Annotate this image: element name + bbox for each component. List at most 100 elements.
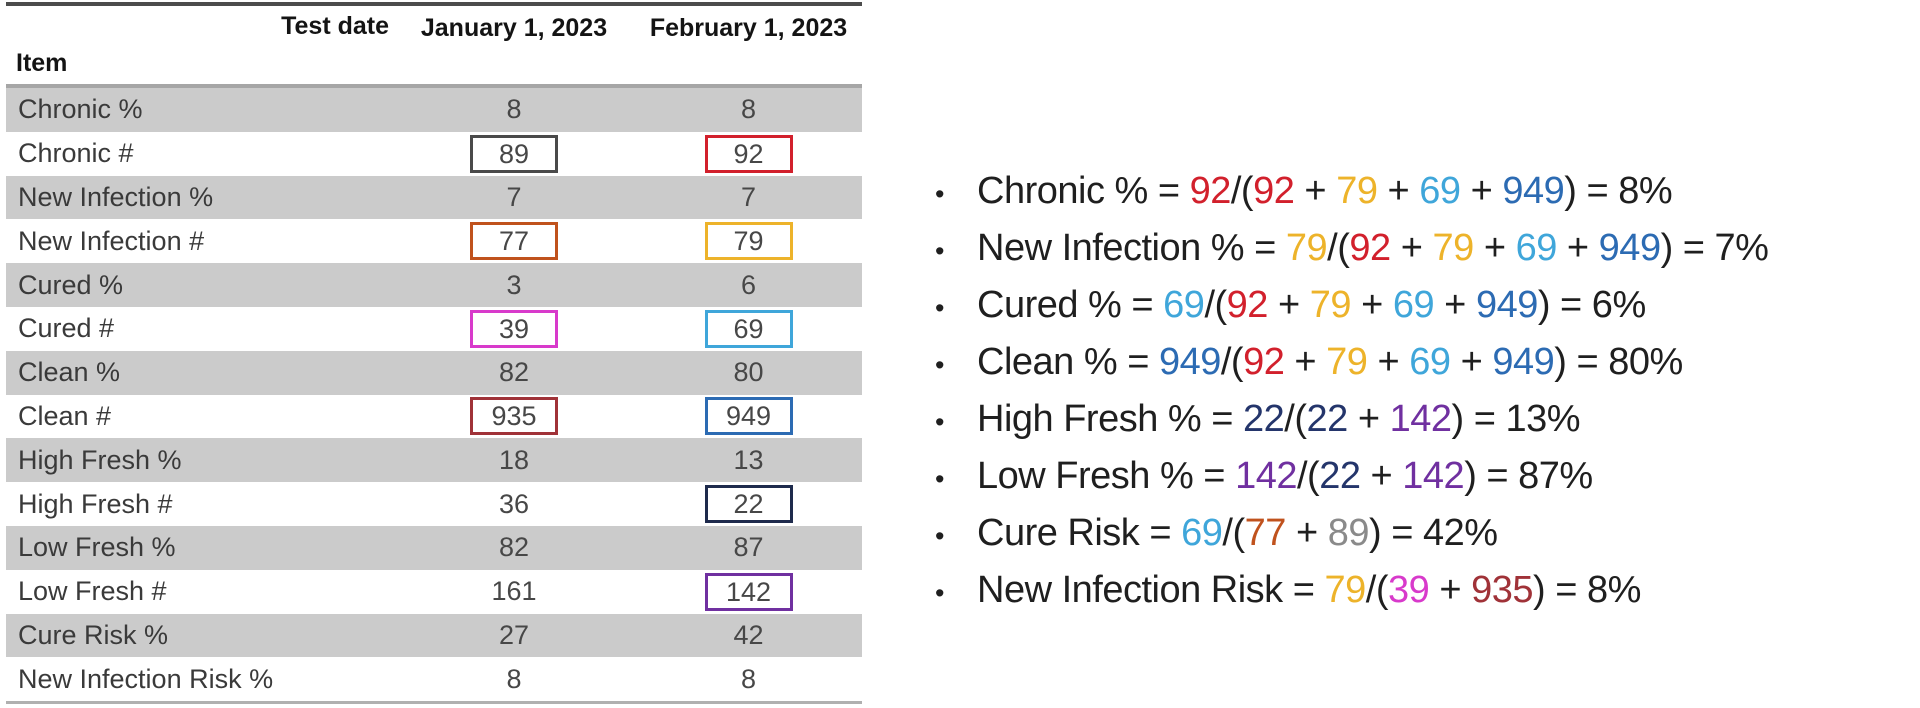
january-value: 935	[491, 401, 537, 432]
january-value: 7	[506, 181, 522, 212]
formula-segment: +	[1267, 284, 1310, 326]
row-label: Chronic #	[18, 138, 134, 169]
formula-segment: /(	[1365, 569, 1389, 611]
formula-segment: Cured % =	[977, 284, 1164, 326]
january-value: 27	[498, 619, 530, 650]
january-value-cell: 8	[393, 664, 635, 695]
january-value: 8	[506, 94, 522, 125]
january-value-cell: 8	[393, 94, 635, 125]
january-value-cell: 82	[393, 532, 635, 563]
header-item-cell: Test date Item	[6, 6, 393, 84]
table-body: Chronic % 8 8 Chronic # 89 92 New Infection % 7…	[6, 88, 862, 702]
january-value-cell: 36	[393, 489, 635, 520]
formula-segment: +	[1285, 512, 1328, 554]
formula-segment: 89	[1327, 512, 1370, 554]
formula-item: • Chronic % = 92/(92 + 79 + 69 + 949) = 8…	[935, 163, 1895, 220]
january-value: 18	[498, 444, 530, 475]
formula-segment: 935	[1471, 569, 1533, 611]
formula-item: • New Infection Risk = 79/(39 + 935) = 8%	[935, 562, 1895, 619]
formula-list: • Chronic % = 92/(92 + 79 + 69 + 949) = 8…	[935, 163, 1895, 619]
formula-segment: 79	[1285, 227, 1328, 269]
row-label: Cured %	[18, 269, 124, 300]
table-row: Low Fresh # 161 142	[6, 569, 862, 614]
formula-segment: 92	[1243, 341, 1285, 383]
formula-segment: 949	[1598, 227, 1661, 269]
row-label: High Fresh %	[18, 444, 182, 475]
row-label: New Infection %	[18, 181, 214, 212]
formula-segment: 69	[1181, 512, 1223, 554]
row-label: New Infection #	[18, 225, 205, 256]
formula-item: • Cured % = 69/(92 + 79 + 69 + 949) = 6%	[935, 277, 1895, 334]
february-value-cell: 7	[635, 182, 862, 213]
february-value-cell: 69	[635, 309, 862, 348]
february-value-cell: 142	[635, 572, 862, 611]
bullet-icon: •	[935, 179, 944, 209]
table-row: New Infection Risk % 8 8	[6, 657, 862, 702]
value-box: 77	[470, 222, 558, 261]
february-value: 80	[733, 357, 764, 388]
formula-segment: High Fresh % =	[977, 398, 1243, 440]
table-row: High Fresh # 36 22	[6, 482, 862, 526]
february-value: 13	[733, 444, 764, 475]
formula-segment: 92	[1349, 227, 1391, 269]
february-value: 87	[733, 532, 764, 563]
formula-segment: ) = 13%	[1451, 398, 1581, 440]
february-value-cell: 80	[635, 357, 862, 388]
formula-segment: ) = 8%	[1532, 569, 1641, 611]
february-value-cell: 6	[635, 270, 862, 301]
january-value-cell: 27	[393, 620, 635, 651]
formula-segment: 77	[1244, 512, 1287, 554]
formula-segment: +	[1390, 227, 1433, 269]
february-value-cell: 13	[635, 445, 862, 476]
row-label: Cure Risk %	[18, 619, 169, 650]
formula-item: • New Infection % = 79/(92 + 79 + 69 + 94…	[935, 220, 1895, 277]
february-value-cell: 949	[635, 397, 862, 436]
formula-segment: /(	[1204, 284, 1227, 326]
value-box: 22	[704, 485, 793, 524]
bullet-icon: •	[935, 293, 944, 323]
january-value-cell: 39	[393, 309, 635, 348]
january-value-cell: 935	[393, 397, 635, 436]
january-value-cell: 89	[393, 134, 635, 173]
row-label: Clean %	[18, 357, 121, 388]
formula-segment: 92	[1226, 284, 1269, 326]
february-value-cell: 8	[635, 94, 862, 125]
value-box: 79	[704, 222, 793, 261]
february-value-cell: 8	[635, 664, 862, 695]
bullet-icon: •	[935, 236, 944, 266]
january-value-cell: 18	[393, 445, 635, 476]
formula-segment: 69	[1515, 227, 1558, 269]
january-value: 77	[498, 226, 530, 257]
value-box: 142	[704, 572, 793, 611]
february-value-cell: 87	[635, 532, 862, 563]
formula-segment: +	[1450, 341, 1493, 383]
formula-segment: +	[1556, 227, 1599, 269]
value-box: 92	[704, 134, 793, 173]
formula-segment: +	[1377, 170, 1420, 212]
formula-segment: 69	[1392, 284, 1435, 326]
formula-segment: 69	[1419, 170, 1461, 212]
formula-segment: ) = 7%	[1660, 227, 1769, 269]
formula-segment: ) = 80%	[1554, 341, 1683, 383]
february-value: 69	[733, 313, 764, 344]
value-box: 89	[470, 134, 558, 173]
formula-segment: ) = 42%	[1369, 512, 1498, 554]
row-label: New Infection Risk %	[18, 663, 274, 694]
january-value-cell: 161	[393, 576, 635, 607]
table-header: Test date Item January 1, 2023 February …	[6, 6, 862, 88]
table-row: Clean # 935 949	[6, 394, 862, 439]
formula-segment: 142	[1389, 398, 1452, 440]
formula-segment: +	[1347, 398, 1390, 440]
formula-segment: /(	[1284, 398, 1307, 440]
value-box: 69	[704, 309, 793, 348]
february-value: 949	[725, 401, 772, 432]
formula-segment: +	[1284, 341, 1327, 383]
january-value-cell: 77	[393, 222, 635, 261]
february-value: 7	[740, 181, 757, 212]
test-results-table: Test date Item January 1, 2023 February …	[6, 2, 862, 705]
row-label: Clean #	[18, 400, 112, 431]
table-row: Chronic # 89 92	[6, 131, 862, 176]
formula-segment: +	[1460, 170, 1503, 212]
february-value: 42	[733, 619, 764, 650]
bullet-icon: •	[935, 578, 944, 608]
